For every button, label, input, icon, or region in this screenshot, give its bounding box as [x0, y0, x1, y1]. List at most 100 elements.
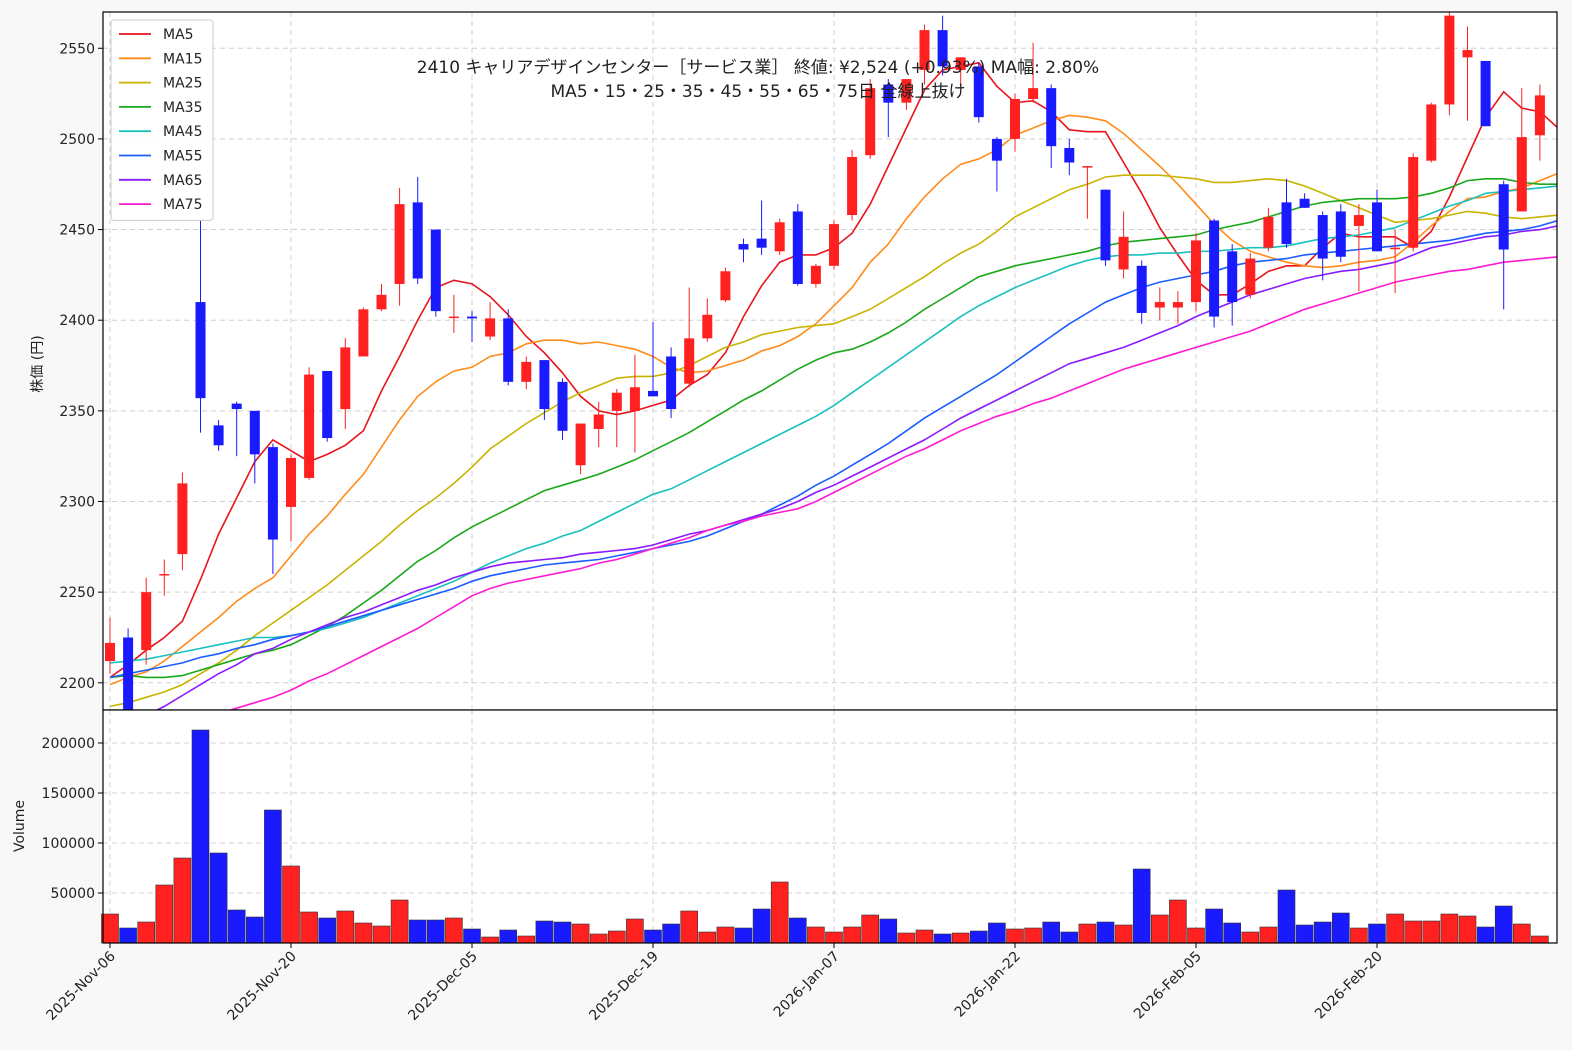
- candle-body: [756, 238, 767, 248]
- candle-body: [231, 403, 242, 410]
- volume-plot-area: [103, 710, 1557, 943]
- volume-tick-label: 50000: [50, 886, 95, 902]
- volume-bar: [1241, 931, 1260, 944]
- volume-bar: [155, 884, 174, 944]
- candle-body: [738, 244, 749, 250]
- volume-axis-label: Volume: [12, 800, 28, 852]
- candle-body: [304, 374, 315, 478]
- volume-bar: [716, 926, 735, 944]
- legend-label-ma35: MA35: [163, 100, 202, 116]
- candle-body: [1480, 60, 1491, 127]
- volume-bar: [662, 923, 680, 944]
- volume-bar: [499, 929, 518, 944]
- ma65-line: [155, 225, 1557, 710]
- candle-body: [774, 222, 785, 252]
- candle-body: [448, 316, 459, 319]
- legend-label-ma25: MA25: [163, 76, 202, 92]
- volume-bar: [1440, 913, 1459, 944]
- candle-body: [1353, 215, 1364, 226]
- volume-bar: [445, 917, 463, 944]
- candle-body: [955, 57, 966, 71]
- candle-body: [1154, 302, 1165, 308]
- candle-body: [1136, 265, 1147, 313]
- candle-body: [1191, 240, 1201, 303]
- volume-bar: [372, 925, 391, 944]
- volume-bar: [1404, 920, 1422, 944]
- volume-bar: [626, 918, 644, 944]
- candle-body: [105, 642, 115, 662]
- legend-label-ma55: MA55: [163, 149, 202, 165]
- volume-bar: [843, 926, 861, 944]
- volume-bar: [1078, 923, 1097, 944]
- candle-body: [829, 224, 839, 266]
- price-panel: 2200 2250 2300 2350 2400 2450 2500 2550: [59, 11, 1558, 711]
- candle-body: [177, 483, 188, 555]
- volume-bar: [191, 729, 210, 944]
- candle-body: [1516, 137, 1527, 212]
- candle-body: [1372, 202, 1382, 252]
- price-tick-label: 2250: [59, 585, 95, 601]
- volume-bar: [1476, 926, 1495, 944]
- legend-label-ma45: MA45: [163, 124, 202, 140]
- candle-body: [629, 387, 640, 411]
- candle-body: [1462, 50, 1473, 58]
- candle-body: [991, 138, 1002, 161]
- volume-bar: [1313, 921, 1332, 944]
- candle-body: [412, 202, 423, 279]
- candle-body: [159, 574, 170, 576]
- candle-body: [593, 414, 604, 429]
- volume-bar: [734, 927, 753, 944]
- volume-bar: [535, 920, 554, 944]
- candle-body: [973, 66, 984, 118]
- volume-bar: [897, 932, 916, 944]
- candle-body: [937, 30, 948, 67]
- legend: MA5 MA15 MA25 MA35 MA45 MA55 MA65 MA75: [110, 19, 214, 221]
- price-tick-label: 2300: [59, 495, 95, 511]
- candle-body: [901, 79, 912, 103]
- candle-body: [648, 390, 658, 397]
- candle-body: [1534, 95, 1545, 136]
- candle-body: [322, 370, 333, 439]
- candle-body: [1498, 184, 1509, 250]
- volume-bar: [951, 932, 970, 944]
- legend-label-ma5: MA5: [163, 27, 194, 43]
- candle-body: [919, 30, 930, 71]
- volume-bar: [770, 881, 789, 944]
- volume-bar: [1458, 915, 1477, 944]
- candle-body: [340, 347, 351, 410]
- candle-body: [539, 360, 550, 410]
- price-tick-label: 2550: [59, 41, 95, 57]
- candle-body: [521, 361, 532, 382]
- ma25-line: [109, 174, 1557, 708]
- volume-bar: [1494, 905, 1513, 944]
- volume-bar: [246, 916, 264, 944]
- ma15-line: [109, 114, 1557, 686]
- price-tick-label: 2400: [59, 313, 95, 329]
- volume-bar: [553, 921, 572, 944]
- volume-bar: [1277, 889, 1296, 944]
- candle-body: [376, 294, 387, 310]
- volume-bar: [1060, 931, 1079, 944]
- candle-body: [1390, 247, 1401, 250]
- volume-bar: [825, 931, 843, 944]
- candle-body: [286, 457, 296, 507]
- candle-body: [883, 84, 894, 103]
- volume-bar: [426, 919, 445, 944]
- volume-tick-label: 200000: [42, 736, 95, 752]
- volume-bar: [1024, 927, 1042, 944]
- candle-body: [1408, 157, 1419, 248]
- price-tick-label: 2350: [59, 404, 95, 420]
- candle-body: [1172, 302, 1183, 308]
- candle-body: [720, 271, 731, 301]
- volume-bar: [861, 914, 880, 944]
- volume-bar: [390, 899, 409, 944]
- volume-bar: [318, 917, 337, 944]
- volume-tick-label: 100000: [42, 836, 95, 852]
- volume-bar: [1513, 923, 1531, 944]
- candle-body: [1082, 166, 1093, 168]
- candle-body: [267, 447, 278, 540]
- volume-bar: [1350, 927, 1368, 944]
- volume-bar: [282, 865, 300, 944]
- volume-bar: [137, 921, 155, 944]
- volume-bar: [336, 910, 355, 944]
